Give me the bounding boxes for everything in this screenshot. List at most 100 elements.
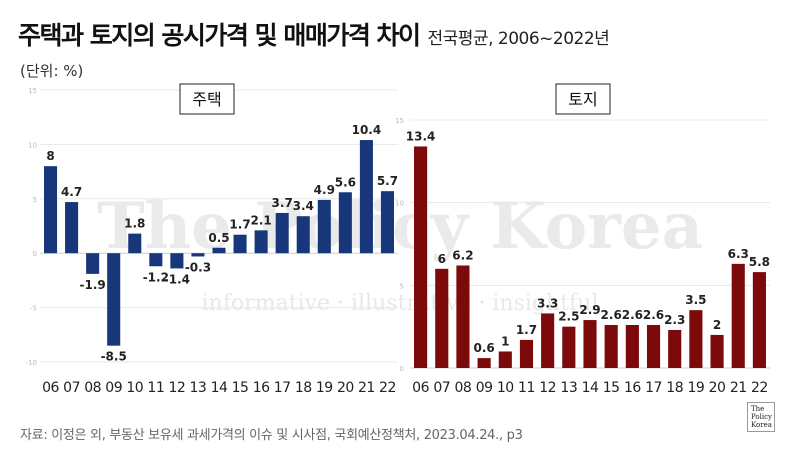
x-tick-label: 12 <box>539 380 556 396</box>
data-label: 2.9 <box>579 303 600 317</box>
logo-line-1: The <box>751 405 765 413</box>
bar <box>541 313 555 368</box>
data-label: 5.6 <box>335 175 356 189</box>
x-tick-label: 06 <box>412 380 429 396</box>
data-label: 13.4 <box>406 129 436 143</box>
x-tick-label: 17 <box>274 380 291 396</box>
x-tick-label: 14 <box>582 380 599 396</box>
panel-title-box <box>555 83 611 115</box>
panel-title: 주택 <box>192 90 221 109</box>
x-tick-label: 16 <box>253 380 270 396</box>
data-label: 2.3 <box>664 313 685 327</box>
bar <box>668 329 682 368</box>
data-label: -8.5 <box>101 350 127 364</box>
logo-line-2: Policy <box>751 413 772 421</box>
bar <box>456 265 470 368</box>
bar <box>583 320 597 368</box>
data-label: -0.3 <box>185 260 211 274</box>
x-tick-label: 22 <box>751 380 768 396</box>
unit-label: (단위: %) <box>20 62 84 80</box>
bar <box>752 272 766 368</box>
x-tick-label: 06 <box>42 380 59 396</box>
x-tick-label: 09 <box>105 380 122 396</box>
data-label: 4.9 <box>314 183 335 197</box>
data-label: 2.5 <box>558 310 579 324</box>
data-label: 6.3 <box>728 247 749 261</box>
bar <box>170 253 184 269</box>
data-label: 1 <box>501 334 509 348</box>
bar <box>65 202 79 254</box>
y-tick-label: 15 <box>28 87 37 95</box>
bar <box>107 253 121 346</box>
bar <box>338 192 352 254</box>
data-label: 1.7 <box>516 323 537 337</box>
x-tick-label: 07 <box>433 380 450 396</box>
y-tick-label: 5 <box>33 196 37 204</box>
data-label: 1.7 <box>229 218 250 232</box>
bar <box>414 146 428 368</box>
data-label: 3.4 <box>293 199 314 213</box>
y-tick-label: 5 <box>400 282 404 290</box>
bar <box>435 268 449 368</box>
data-label: 3.3 <box>537 296 558 310</box>
chart-title: 주택과 토지의 공시가격 및 매매가격 차이 전국평균, 2006~2022년 <box>18 16 610 52</box>
bar <box>731 263 745 368</box>
bar <box>212 247 226 254</box>
bar <box>233 234 247 254</box>
bar <box>519 339 534 368</box>
data-label: 10.4 <box>352 123 382 137</box>
data-label: 0.6 <box>473 341 494 355</box>
x-tick-label: 12 <box>168 380 185 396</box>
data-label: 3.7 <box>272 196 293 210</box>
x-tick-label: 17 <box>645 380 662 396</box>
brand-logo: The Policy Korea <box>747 402 775 432</box>
y-tick-label: -5 <box>30 305 37 313</box>
bar <box>149 253 163 267</box>
x-tick-label: 20 <box>709 380 726 396</box>
y-tick-label: 0 <box>33 250 37 258</box>
data-label: 5.7 <box>377 174 398 188</box>
x-tick-label: 13 <box>560 380 577 396</box>
bar <box>44 166 58 254</box>
data-label: -1.2 <box>143 270 169 284</box>
x-tick-label: 11 <box>147 380 164 396</box>
title-main: 주택과 토지의 공시가격 및 매매가격 차이 <box>18 21 421 50</box>
panel-title-box <box>179 83 235 115</box>
bar <box>562 326 576 368</box>
source-note: 자료: 이정은 외, 부동산 보유세 과세가격의 이슈 및 시사점, 국회예산정… <box>20 428 523 443</box>
bar <box>380 191 394 254</box>
bar <box>604 325 618 368</box>
x-tick-label: 11 <box>518 380 535 396</box>
data-label: 5.8 <box>749 255 770 269</box>
logo-line-3: Korea <box>751 421 772 429</box>
y-tick-label: 10 <box>395 200 404 208</box>
data-label: 8 <box>46 149 54 163</box>
bar <box>317 199 331 254</box>
data-label: 6 <box>438 252 446 266</box>
bar <box>625 325 639 368</box>
x-tick-label: 08 <box>84 380 101 396</box>
data-label: 2.6 <box>643 308 664 322</box>
data-label: 3.5 <box>685 293 706 307</box>
x-tick-label: 10 <box>497 380 514 396</box>
y-tick-label: 0 <box>400 365 404 373</box>
data-label: 2 <box>713 318 721 332</box>
x-tick-label: 22 <box>379 380 396 396</box>
y-tick-label: 10 <box>28 141 37 149</box>
data-label: -1.9 <box>80 278 106 292</box>
x-tick-label: 16 <box>624 380 641 396</box>
data-label: 2.1 <box>250 213 271 227</box>
x-tick-label: 13 <box>190 380 207 396</box>
y-tick-label: -10 <box>26 359 37 367</box>
x-tick-label: 10 <box>126 380 143 396</box>
x-tick-label: 19 <box>687 380 704 396</box>
bar <box>275 212 289 254</box>
bar <box>498 351 512 368</box>
x-tick-label: 18 <box>295 380 312 396</box>
x-tick-label: 15 <box>232 380 249 396</box>
x-tick-label: 15 <box>603 380 620 396</box>
x-tick-label: 20 <box>337 380 354 396</box>
x-tick-label: 09 <box>476 380 493 396</box>
